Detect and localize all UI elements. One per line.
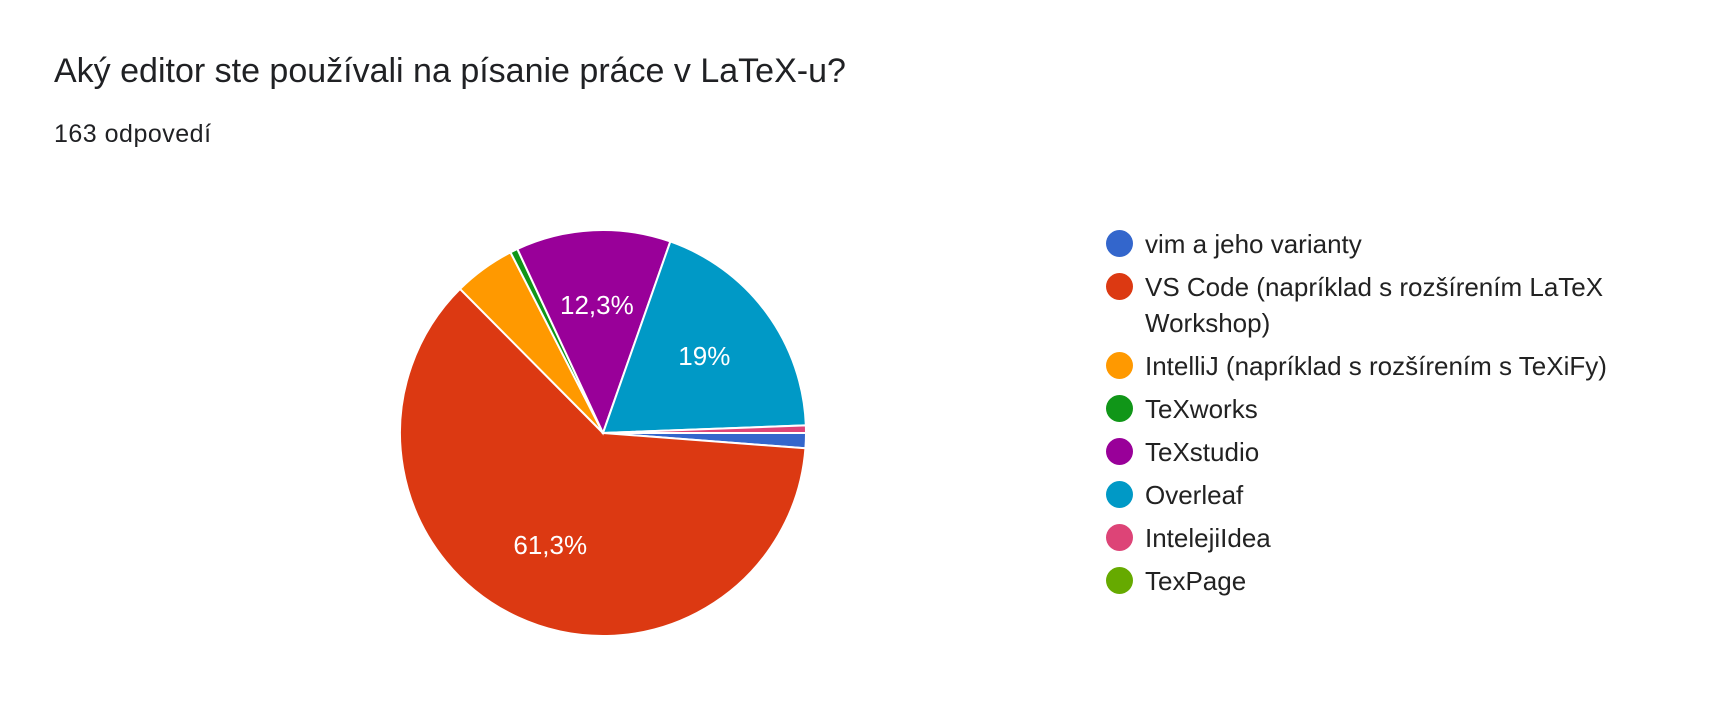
pie-slice [516,229,672,436]
legend-item: TeXstudio [1106,434,1666,470]
legend-swatch [1106,481,1133,508]
legend-label: IntelejiIdea [1145,523,1271,553]
legend-swatch [1106,524,1133,551]
legend-label: TeXworks [1145,394,1258,424]
legend-item: TexPage [1106,563,1666,599]
legend-item: TeXworks [1106,391,1666,427]
legend-label: vim a jeho varianty [1145,229,1362,259]
chart-subtitle: 163 odpovedí [54,120,212,148]
legend-item: IntelejiIdea [1106,520,1666,556]
pie-slice [602,424,808,434]
legend-label: TexPage [1145,566,1247,596]
chart: 61,3% 12,3% 19% [399,229,808,637]
legend-item: Overleaf [1106,477,1666,513]
legend-label: TeXstudio [1145,437,1260,467]
slice-label: 61,3% [513,530,587,560]
slice-label: 19% [678,341,730,371]
legend-item: VS Code (napríklad s rozšírením LaTeX Wo… [1106,269,1666,341]
legend-swatch [1106,438,1133,465]
legend-label: VS Code (napríklad s rozšírením LaTeX Wo… [1145,272,1604,338]
legend: vim a jeho varianty VS Code (napríklad s … [1106,226,1666,606]
slice-label: 12,3% [560,290,634,320]
pie-slice [601,240,807,435]
legend-item: vim a jeho varianty [1106,226,1666,262]
legend-swatch [1106,352,1133,379]
chart-title: Aký editor ste používali na písanie prác… [54,52,846,90]
legend-label: Overleaf [1145,480,1244,510]
legend-swatch [1106,230,1133,257]
legend-swatch [1106,567,1133,594]
legend-swatch [1106,395,1133,422]
legend-swatch [1106,273,1133,300]
legend-label: IntelliJ (napríklad s rozšírením s TeXiF… [1145,351,1607,381]
pie-slice [399,287,807,637]
legend-item: IntelliJ (napríklad s rozšírením s TeXiF… [1106,348,1666,384]
